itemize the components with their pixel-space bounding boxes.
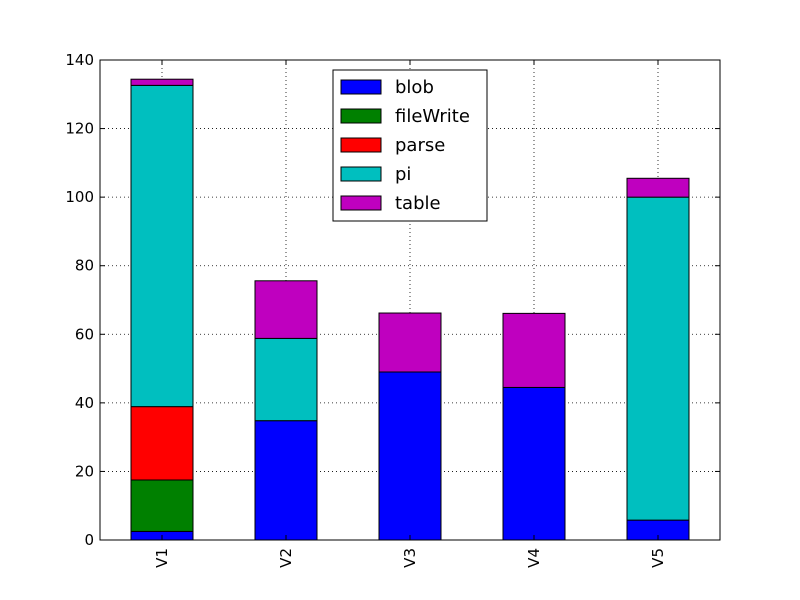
bar-pi-V2 — [254, 337, 318, 422]
legend-swatch-fileWrite — [340, 108, 382, 124]
bars — [130, 78, 690, 541]
y-tick-label: 100 — [65, 188, 94, 206]
y-tick-label: 140 — [65, 51, 94, 69]
y-tick-label: 60 — [75, 325, 94, 343]
x-tick-label: V1 — [153, 548, 171, 568]
bar-blob-V2 — [254, 420, 318, 541]
y-tick-label: 80 — [75, 257, 94, 275]
legend-label-blob: blob — [395, 77, 434, 98]
legend: blob fileWrite parse pi table — [332, 69, 488, 222]
legend-swatch-blob — [340, 79, 382, 95]
y-tick-label: 40 — [75, 394, 94, 412]
x-tick-label: V4 — [525, 548, 543, 568]
bar-parse-V1 — [130, 406, 194, 481]
legend-swatch-pi — [340, 166, 382, 182]
bar-table-V3 — [378, 312, 442, 373]
bar-blob-V3 — [378, 371, 442, 541]
legend-label-table: table — [395, 193, 441, 214]
y-tick-label: 20 — [75, 462, 94, 480]
legend-label-fileWrite: fileWrite — [395, 106, 470, 127]
bar-pi-V1 — [130, 84, 194, 408]
x-tick-label: V5 — [649, 548, 667, 568]
legend-swatch-table — [340, 195, 382, 211]
legend-label-parse: parse — [395, 135, 445, 156]
legend-label-pi: pi — [395, 164, 411, 185]
legend-swatch-parse — [340, 137, 382, 153]
bar-table-V1 — [130, 78, 194, 86]
bar-blob-V4 — [502, 386, 566, 541]
bar-table-V5 — [626, 177, 690, 198]
x-tick-label: V2 — [277, 548, 295, 568]
y-tick-label: 120 — [65, 120, 94, 138]
bar-pi-V5 — [626, 196, 690, 521]
ticks: 0 20 40 60 80 100 120 140 V1 V2 V3 V4 V5 — [65, 51, 720, 568]
bar-table-V4 — [502, 312, 566, 388]
bar-table-V2 — [254, 280, 318, 339]
x-tick-label: V3 — [401, 548, 419, 568]
bar-fileWrite-V1 — [130, 479, 194, 532]
y-tick-label: 0 — [84, 531, 94, 549]
